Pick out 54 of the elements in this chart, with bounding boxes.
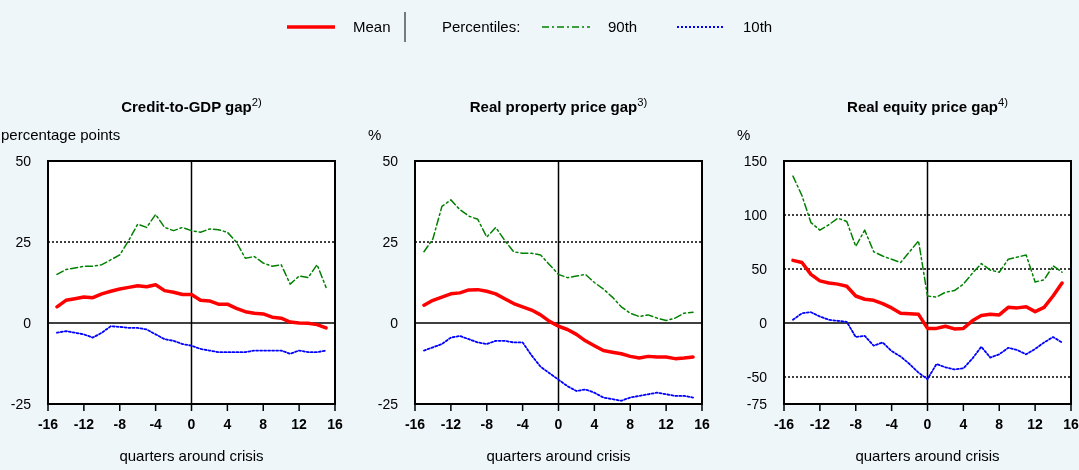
y-tick-label: 0 (23, 315, 32, 331)
y-tick-label: 25 (15, 234, 32, 250)
y-tick-label: -50 (746, 369, 768, 385)
x-tick-label: -4 (885, 416, 899, 432)
x-tick-label: 12 (658, 416, 675, 432)
x-tick-label: 12 (1027, 416, 1044, 432)
x-tick-label: 16 (694, 416, 710, 432)
x-tick-label: -16 (773, 416, 795, 432)
x-tick-label: 12 (291, 416, 308, 432)
y-tick-label: 150 (743, 153, 768, 169)
chart-title: Credit-to-GDP gap$^{2)}$ (121, 96, 263, 115)
legend-label: 10th (743, 18, 773, 35)
chart-title: Real property price gap$^{3)}$ (469, 96, 648, 115)
x-tick-label: 0 (554, 416, 563, 432)
legend-label: Mean (353, 18, 391, 35)
x-tick-label: 4 (223, 416, 232, 432)
x-tick-label: -16 (404, 416, 426, 432)
legend-label: 90th (608, 18, 638, 35)
x-tick-label: 8 (995, 416, 1004, 432)
y-axis-title: % (737, 126, 751, 143)
x-tick-label: -12 (73, 416, 95, 432)
x-tick-label: -12 (440, 416, 462, 432)
x-tick-label: -4 (149, 416, 163, 432)
y-tick-label: 50 (382, 153, 399, 169)
y-tick-label: -25 (10, 396, 32, 412)
x-tick-label: 4 (590, 416, 599, 432)
y-tick-label: 50 (751, 261, 768, 277)
x-tick-label: 8 (259, 416, 268, 432)
y-tick-label: -75 (746, 396, 768, 412)
x-tick-label: 0 (187, 416, 196, 432)
x-tick-label: 8 (626, 416, 635, 432)
x-axis-title: quarters around crisis (855, 447, 1000, 464)
chart-title: Real equity price gap$^{4)}$ (847, 96, 1009, 115)
y-tick-label: 0 (390, 315, 399, 331)
y-tick-label: -25 (377, 396, 399, 412)
x-axis-title: quarters around crisis (119, 447, 264, 464)
x-tick-label: -8 (849, 416, 863, 432)
x-axis-title: quarters around crisis (486, 447, 631, 464)
y-axis-title: % (368, 126, 382, 143)
y-tick-label: 100 (743, 207, 768, 223)
y-axis-title: percentage points (1, 126, 121, 143)
x-tick-label: 16 (327, 416, 343, 432)
x-tick-label: -16 (37, 416, 59, 432)
x-tick-label: -4 (516, 416, 530, 432)
y-tick-label: 0 (759, 315, 768, 331)
x-tick-label: -12 (809, 416, 831, 432)
x-tick-label: -8 (113, 416, 127, 432)
y-tick-label: 50 (15, 153, 32, 169)
y-tick-label: 25 (382, 234, 399, 250)
x-tick-label: -8 (480, 416, 494, 432)
x-tick-label: 4 (959, 416, 968, 432)
legend-title: Percentiles: (442, 18, 521, 35)
x-tick-label: 16 (1063, 416, 1079, 432)
x-tick-label: 0 (923, 416, 932, 432)
